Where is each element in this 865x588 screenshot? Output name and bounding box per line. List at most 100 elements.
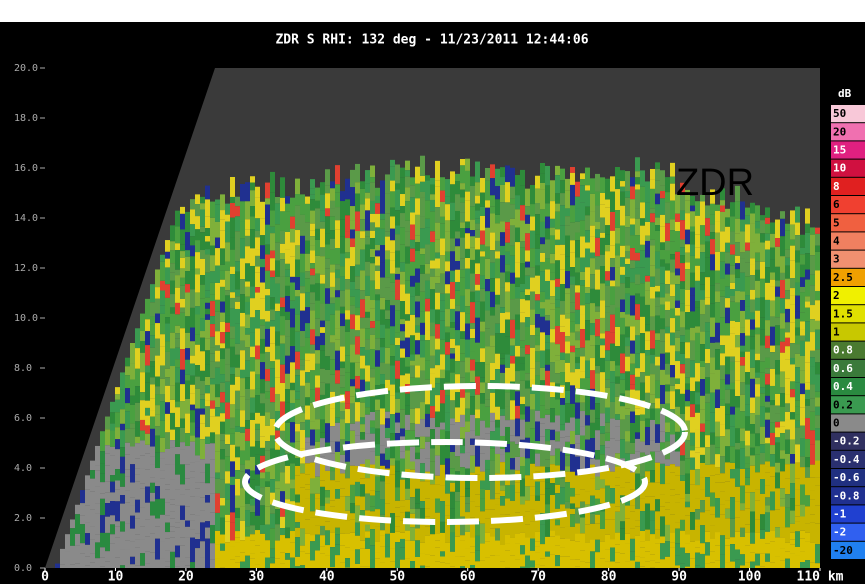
radar-cell (800, 235, 805, 248)
radar-cell (215, 493, 220, 512)
radar-cell (290, 489, 295, 502)
radar-cell (230, 434, 235, 445)
radar-cell (505, 182, 510, 202)
radar-cell (415, 392, 420, 408)
radar-cell (65, 534, 70, 551)
radar-cell (600, 358, 605, 372)
radar-cell (445, 506, 450, 516)
radar-cell (680, 281, 685, 289)
radar-cell (295, 494, 300, 502)
radar-cell (475, 561, 480, 568)
radar-cell (660, 385, 665, 404)
radar-cell (635, 474, 640, 490)
radar-cell (810, 491, 815, 499)
radar-cell (210, 401, 215, 409)
radar-cell (235, 391, 240, 410)
radar-cell (225, 456, 230, 471)
radar-cell (400, 194, 405, 206)
radar-cell (795, 555, 800, 568)
radar-cell (725, 539, 730, 545)
radar-cell (520, 170, 525, 186)
radar-cell (555, 300, 560, 307)
radar-cell (475, 446, 480, 467)
radar-cell (300, 360, 305, 365)
radar-cell (645, 562, 650, 568)
radar-cell (385, 547, 390, 558)
radar-cell (540, 566, 545, 568)
radar-cell (520, 504, 525, 516)
radar-cell (405, 415, 410, 430)
radar-cell (595, 312, 600, 320)
radar-cell (470, 206, 475, 219)
radar-cell (705, 332, 710, 349)
radar-cell (805, 533, 810, 542)
radar-cell (265, 225, 270, 245)
radar-cell (760, 373, 765, 388)
radar-cell (350, 397, 355, 404)
radar-cell (785, 258, 790, 266)
radar-cell (630, 412, 635, 423)
radar-cell (655, 511, 660, 529)
radar-cell (490, 499, 495, 509)
radar-cell (500, 177, 505, 185)
radar-cell (575, 523, 580, 533)
radar-cell (465, 409, 470, 422)
radar-cell (385, 534, 390, 547)
radar-cell (90, 461, 95, 470)
colorbar-unit: dB (838, 87, 852, 100)
radar-cell (535, 541, 540, 546)
radar-cell (765, 402, 770, 408)
radar-cell (590, 194, 595, 212)
radar-cell (635, 320, 640, 336)
radar-cell (540, 262, 545, 271)
radar-cell (685, 330, 690, 343)
radar-cell (215, 384, 220, 397)
radar-cell (540, 163, 545, 174)
radar-cell (760, 279, 765, 298)
radar-cell (190, 394, 195, 405)
radar-cell (620, 420, 625, 439)
radar-cell (490, 164, 495, 178)
radar-cell (765, 241, 770, 250)
radar-cell (675, 522, 680, 528)
radar-cell (480, 453, 485, 471)
radar-cell (770, 369, 775, 386)
radar-cell (100, 451, 105, 463)
radar-cell (650, 497, 655, 511)
radar-cell (320, 535, 325, 546)
radar-cell (160, 255, 165, 262)
radar-cell (305, 554, 310, 568)
radar-cell (540, 237, 545, 244)
radar-cell (660, 516, 665, 536)
radar-cell (495, 251, 500, 258)
radar-cell (690, 328, 695, 341)
radar-cell (560, 557, 565, 568)
radar-cell (220, 374, 225, 383)
radar-cell (730, 231, 735, 244)
radar-cell (335, 264, 340, 269)
radar-cell (500, 185, 505, 202)
radar-cell (425, 361, 430, 380)
radar-cell (405, 187, 410, 201)
radar-cell (695, 498, 700, 509)
radar-cell (810, 384, 815, 398)
radar-cell (370, 452, 375, 465)
radar-cell (205, 377, 210, 385)
radar-cell (685, 502, 690, 507)
radar-cell (340, 220, 345, 237)
radar-cell (740, 503, 745, 510)
radar-cell (755, 228, 760, 233)
radar-cell (225, 435, 230, 445)
radar-cell (720, 399, 725, 406)
radar-cell (685, 378, 690, 384)
radar-cell (370, 231, 375, 238)
radar-cell (215, 205, 220, 222)
radar-cell (185, 348, 190, 360)
radar-cell (410, 509, 415, 514)
radar-cell (535, 214, 540, 235)
radar-cell (695, 453, 700, 469)
radar-cell (110, 544, 115, 561)
radar-cell (780, 372, 785, 388)
radar-cell (645, 427, 650, 445)
radar-cell (350, 290, 355, 297)
